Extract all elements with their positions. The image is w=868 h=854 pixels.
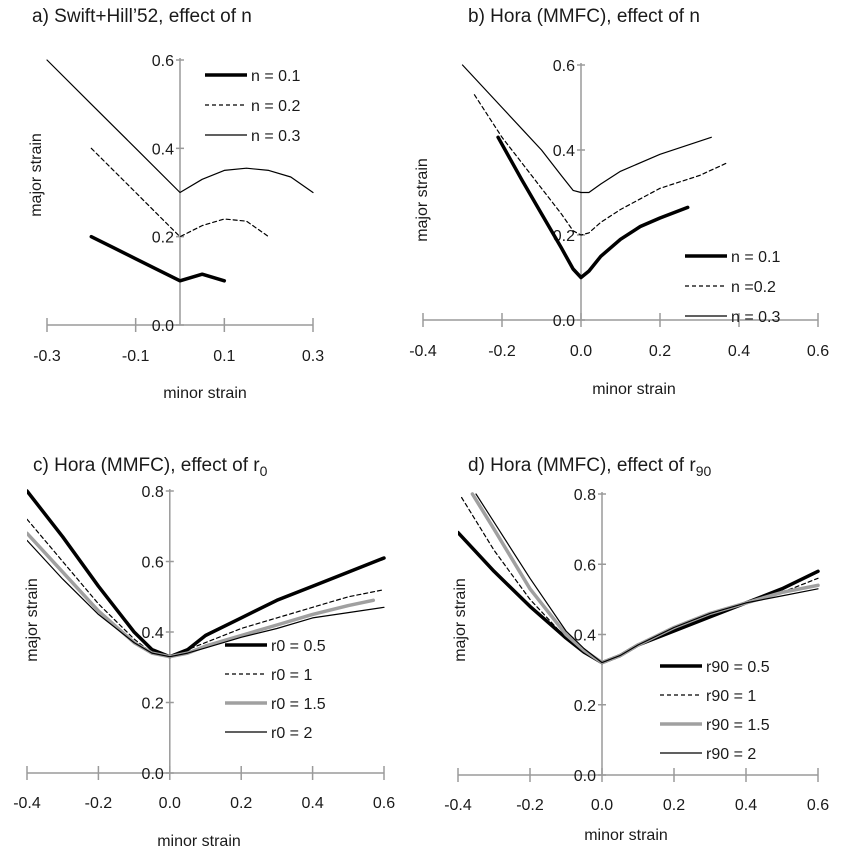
legend-label: r90 = 1.5: [706, 717, 770, 734]
legend-label: r0 = 1.5: [271, 696, 326, 713]
chart-title: c) Hora (MMFC), effect of r0: [33, 455, 268, 479]
x-tick-label: -0.4: [409, 343, 437, 360]
panel-b: b) Hora (MMFC), effect of n -0.4 -0.2 0.0 0.…: [409, 6, 829, 398]
y-tick-label: 0.2: [142, 696, 164, 713]
x-tick-label: 0.4: [301, 795, 323, 812]
x-tick-label: 0.6: [373, 795, 395, 812]
series-line-r90-2: [475, 493, 819, 664]
legend-label: r90 = 1: [706, 688, 756, 705]
x-tick-label: -0.2: [85, 795, 113, 812]
panel-c: c) Hora (MMFC), effect of r0 -0.4 -0.2 0.0 0…: [13, 455, 395, 850]
series-group: [461, 64, 728, 280]
legend-label: n = 0.1: [251, 68, 300, 85]
legend-label: n = 0.3: [251, 128, 300, 145]
x-tick-label: 0.2: [230, 795, 252, 812]
series-line-n-0.2: [90, 147, 270, 238]
y-tick-label: 0.8: [142, 484, 164, 501]
series-line-n-0.3: [46, 59, 314, 194]
x-tick-label: -0.2: [488, 343, 516, 360]
panel-a: a) Swift+Hill’52, effect of n -0.3 -0.1 0.1…: [28, 6, 324, 402]
x-axis-label: minor strain: [163, 385, 247, 402]
y-tick-label: 0.2: [152, 230, 174, 247]
legend: r0 = 0.5 r0 = 1 r0 = 1.5 r0 = 2: [225, 638, 326, 742]
x-tick-label: 0.0: [159, 795, 181, 812]
y-tick-label: 0.4: [152, 141, 174, 158]
x-tick-label: 0.4: [735, 797, 757, 814]
legend: n = 0.1 n =0.2 n = 0.3: [685, 249, 780, 326]
series-line-n-0.1: [496, 135, 690, 280]
legend-label: n = 0.3: [731, 309, 780, 326]
x-axis-label: minor strain: [157, 833, 241, 850]
legend-label: r0 = 1: [271, 667, 312, 684]
panel-d: d) Hora (MMFC), effect of r90 -0.4 -0.2 0.0…: [444, 455, 829, 844]
x-tick-label: -0.1: [122, 348, 150, 365]
x-tick-label: 0.6: [807, 797, 829, 814]
legend-label: r0 = 0.5: [271, 638, 326, 655]
x-tick-label: 0.2: [649, 343, 671, 360]
x-tick-label: 0.2: [663, 797, 685, 814]
y-tick-label: 0.4: [142, 625, 164, 642]
legend-label: n = 0.2: [251, 98, 300, 115]
legend-label: n = 0.1: [731, 249, 780, 266]
y-axis-label: major strain: [24, 578, 41, 662]
chart-title: d) Hora (MMFC), effect of r90: [468, 455, 711, 479]
y-tick-label: 0.6: [152, 53, 174, 70]
series-line-n-0.1: [89, 234, 227, 283]
legend: n = 0.1 n = 0.2 n = 0.3: [205, 68, 300, 145]
x-axis-label: minor strain: [592, 381, 676, 398]
series-line-r0-2: [27, 539, 385, 658]
chart-title: a) Swift+Hill’52, effect of n: [32, 6, 252, 27]
x-tick-label: 0.6: [807, 343, 829, 360]
series-group: [27, 489, 386, 659]
legend: r90 = 0.5 r90 = 1 r90 = 1.5 r90 = 2: [660, 659, 770, 763]
x-tick-label: 0.0: [591, 797, 613, 814]
y-tick-label: 0.0: [152, 318, 174, 335]
x-tick-label: 0.4: [728, 343, 750, 360]
y-tick-label: 0.8: [574, 487, 596, 504]
y-axis-label: major strain: [414, 158, 431, 242]
legend-label: r0 = 2: [271, 725, 312, 742]
y-tick-label: 0.0: [553, 313, 575, 330]
legend-label: r90 = 0.5: [706, 659, 770, 676]
series-line-r0-0.5: [27, 489, 386, 659]
series-group: [458, 492, 820, 665]
y-tick-label: 0.6: [574, 557, 596, 574]
series-group: [46, 59, 314, 283]
y-axis-label: major strain: [28, 133, 45, 217]
y-tick-label: 0.0: [574, 768, 596, 785]
x-tick-label: 0.1: [213, 348, 235, 365]
series-line-n-0.3: [461, 64, 712, 194]
x-tick-label: -0.4: [444, 797, 472, 814]
y-tick-label: 0.4: [574, 628, 596, 645]
x-tick-label: 0.0: [570, 343, 592, 360]
x-tick-label: -0.4: [13, 795, 41, 812]
x-axis-label: minor strain: [584, 827, 668, 844]
series-line-r90-1: [461, 496, 819, 664]
series-line-r90-1.5: [470, 492, 820, 665]
legend-label: r90 = 2: [706, 746, 756, 763]
y-tick-label: 0.2: [574, 698, 596, 715]
y-tick-label: 0.0: [142, 766, 164, 783]
y-tick-label: 0.6: [142, 555, 164, 572]
legend-label: n =0.2: [731, 279, 776, 296]
series-line-r0-1: [27, 518, 385, 658]
x-tick-label: 0.3: [302, 348, 324, 365]
chart-title: b) Hora (MMFC), effect of n: [468, 6, 700, 27]
y-axis-label: major strain: [452, 578, 469, 662]
y-tick-label: 0.6: [553, 58, 575, 75]
x-tick-label: -0.3: [33, 348, 61, 365]
x-tick-label: -0.2: [516, 797, 544, 814]
series-line-n-0.2: [473, 94, 728, 236]
y-tick-label: 0.4: [553, 143, 575, 160]
